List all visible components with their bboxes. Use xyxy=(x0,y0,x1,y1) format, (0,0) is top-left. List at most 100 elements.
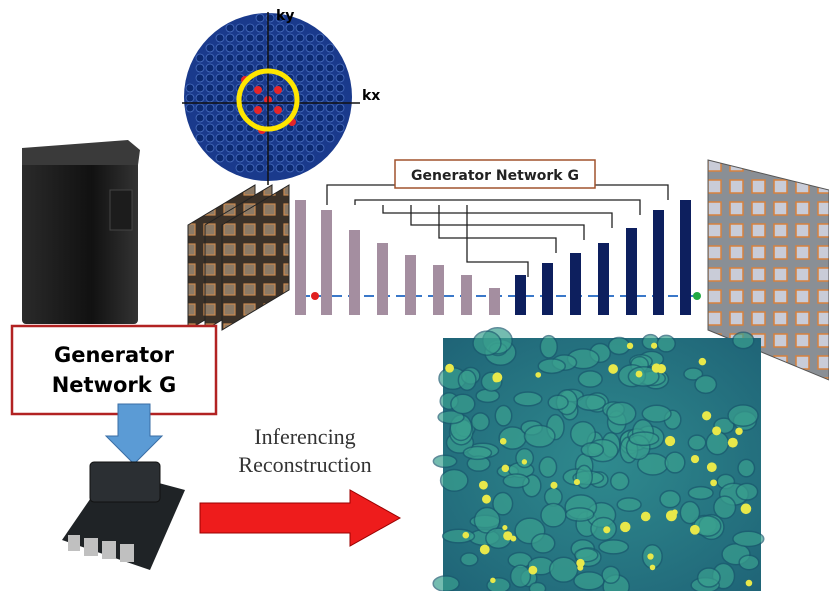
k-dot xyxy=(276,144,284,152)
port xyxy=(102,541,116,559)
k-dot xyxy=(206,94,214,102)
output-node xyxy=(693,292,701,300)
k-dot xyxy=(236,124,244,132)
k-dot xyxy=(186,94,194,102)
bright-cell xyxy=(603,526,610,533)
k-dot xyxy=(226,24,234,32)
k-dot xyxy=(266,144,274,152)
k-dot xyxy=(276,24,284,32)
bright-cell xyxy=(728,438,738,448)
k-dot xyxy=(296,114,304,122)
k-dot xyxy=(246,94,254,102)
k-dot xyxy=(286,134,294,142)
bright-cell xyxy=(702,411,711,420)
cell xyxy=(607,402,636,425)
k-dot xyxy=(326,134,334,142)
cell xyxy=(472,413,490,431)
k-dot xyxy=(316,54,324,62)
k-dot xyxy=(336,124,344,132)
bright-cell xyxy=(741,504,752,515)
cell xyxy=(538,359,565,373)
k-dot xyxy=(246,154,254,162)
bright-cell xyxy=(510,536,516,542)
generator-line: Generator xyxy=(54,343,175,367)
k-dot xyxy=(206,74,214,82)
k-dot xyxy=(296,54,304,62)
k-dot xyxy=(196,54,204,62)
k-dot xyxy=(226,154,234,162)
cell xyxy=(577,395,606,411)
k-dot xyxy=(236,134,244,142)
bright-cell xyxy=(522,459,527,464)
bright-cell xyxy=(445,364,454,373)
k-dot xyxy=(256,94,264,102)
input-node xyxy=(311,292,319,300)
cell xyxy=(733,531,764,546)
k-dot xyxy=(186,84,194,92)
bright-cell xyxy=(502,525,507,530)
k-dot xyxy=(226,54,234,62)
k-dot xyxy=(276,94,284,102)
decoder-layer xyxy=(680,200,691,315)
cell xyxy=(688,435,705,450)
k-dot xyxy=(226,124,234,132)
k-dot xyxy=(296,154,304,162)
decoder-layer xyxy=(598,243,609,315)
k-dot xyxy=(266,74,274,82)
k-dot xyxy=(256,14,264,22)
k-dot xyxy=(286,94,294,102)
generator-line: Network G xyxy=(52,373,177,397)
k-dot xyxy=(276,34,284,42)
k-dot xyxy=(226,94,234,102)
k-dot xyxy=(206,124,214,132)
k-dot xyxy=(296,74,304,82)
k-dot xyxy=(326,124,334,132)
k-dot xyxy=(336,74,344,82)
k-dot xyxy=(276,44,284,52)
k-sample xyxy=(274,106,282,114)
cell xyxy=(524,425,554,447)
k-dot xyxy=(286,164,294,172)
k-dot xyxy=(236,164,244,172)
encoder-layer xyxy=(461,275,472,315)
bright-cell xyxy=(627,343,633,349)
k-dot xyxy=(246,54,254,62)
k-dot xyxy=(306,84,314,92)
k-dot xyxy=(206,104,214,112)
k-dot xyxy=(246,34,254,42)
k-dot xyxy=(326,84,334,92)
k-dot xyxy=(196,74,204,82)
cell xyxy=(578,371,602,387)
k-dot xyxy=(256,114,264,122)
edge-device xyxy=(62,462,185,570)
bright-cell xyxy=(651,343,657,349)
cell xyxy=(714,496,736,518)
cell xyxy=(609,337,630,354)
k-dot xyxy=(206,64,214,72)
k-dot xyxy=(306,124,314,132)
k-dot xyxy=(306,144,314,152)
k-dot xyxy=(206,84,214,92)
k-dot xyxy=(266,164,274,172)
k-dot xyxy=(256,24,264,32)
k-dot xyxy=(296,134,304,142)
k-dot xyxy=(246,44,254,52)
k-dot xyxy=(246,84,254,92)
bright-cell xyxy=(710,479,717,486)
cell xyxy=(660,491,680,508)
k-dot xyxy=(296,24,304,32)
k-dot xyxy=(326,104,334,112)
cell xyxy=(511,565,531,587)
bright-cell xyxy=(712,426,721,435)
k-dot xyxy=(266,114,274,122)
k-dot xyxy=(206,44,214,52)
bright-cell xyxy=(620,522,630,532)
k-dot xyxy=(296,164,304,172)
k-dot xyxy=(316,74,324,82)
k-dot xyxy=(236,154,244,162)
k-dot xyxy=(216,134,224,142)
k-sample xyxy=(254,106,262,114)
k-dot xyxy=(326,94,334,102)
k-dot xyxy=(226,44,234,52)
k-dot xyxy=(236,64,244,72)
